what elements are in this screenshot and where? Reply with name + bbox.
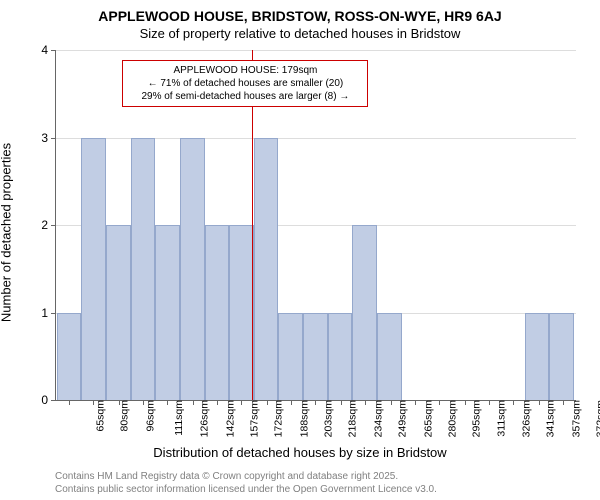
x-tick-label: 357sqm	[570, 400, 582, 437]
gridline	[56, 50, 576, 51]
y-tick	[51, 138, 56, 139]
x-tick-label: 65sqm	[94, 400, 106, 432]
x-tick-label: 188sqm	[298, 400, 310, 437]
x-tick	[217, 400, 218, 405]
bar	[525, 313, 550, 401]
x-tick	[93, 400, 94, 405]
y-tick-label: 0	[8, 393, 48, 407]
y-tick	[51, 400, 56, 401]
x-tick-label: 372sqm	[594, 400, 600, 437]
x-tick-label: 265sqm	[422, 400, 434, 437]
y-tick-label: 3	[8, 131, 48, 145]
x-tick-label: 157sqm	[248, 400, 260, 437]
x-tick-label: 326sqm	[520, 400, 532, 437]
x-tick	[539, 400, 540, 405]
x-tick-label: 172sqm	[272, 400, 284, 437]
x-tick-label: 280sqm	[446, 400, 458, 437]
x-tick	[193, 400, 194, 405]
y-tick	[51, 313, 56, 314]
y-tick	[51, 50, 56, 51]
x-tick-label: 142sqm	[224, 400, 236, 437]
bar	[254, 138, 279, 401]
x-tick-label: 126sqm	[198, 400, 210, 437]
x-tick	[415, 400, 416, 405]
x-tick	[143, 400, 144, 405]
x-tick	[241, 400, 242, 405]
bar	[377, 313, 402, 401]
x-tick	[563, 400, 564, 405]
bar	[205, 225, 230, 400]
bar	[229, 225, 254, 400]
bar	[328, 313, 353, 401]
x-tick-label: 249sqm	[396, 400, 408, 437]
y-tick-label: 2	[8, 218, 48, 232]
x-tick	[267, 400, 268, 405]
x-tick	[315, 400, 316, 405]
bar	[106, 225, 131, 400]
x-tick	[69, 400, 70, 405]
x-tick	[365, 400, 366, 405]
bar	[549, 313, 574, 401]
footer-line2: Contains public sector information licen…	[55, 484, 437, 495]
bar	[57, 313, 82, 401]
footer-line1: Contains HM Land Registry data © Crown c…	[55, 471, 398, 482]
chart-title: APPLEWOOD HOUSE, BRIDSTOW, ROSS-ON-WYE, …	[0, 8, 600, 24]
bar	[278, 313, 303, 401]
x-tick	[341, 400, 342, 405]
bar	[303, 313, 328, 401]
x-tick	[119, 400, 120, 405]
plot-area: 65sqm80sqm96sqm111sqm126sqm142sqm157sqm1…	[55, 50, 576, 401]
x-tick	[513, 400, 514, 405]
x-tick-label: 111sqm	[173, 400, 185, 436]
x-tick	[391, 400, 392, 405]
x-tick-label: 80sqm	[119, 400, 131, 432]
x-tick-label: 96sqm	[144, 400, 156, 432]
bar	[131, 138, 156, 401]
y-tick	[51, 225, 56, 226]
x-tick-label: 234sqm	[372, 400, 384, 437]
x-tick	[465, 400, 466, 405]
annotation-box: APPLEWOOD HOUSE: 179sqm ← 71% of detache…	[122, 60, 368, 107]
chart-container: APPLEWOOD HOUSE, BRIDSTOW, ROSS-ON-WYE, …	[0, 0, 600, 500]
y-tick-label: 1	[8, 306, 48, 320]
bar	[352, 225, 377, 400]
x-tick-label: 203sqm	[322, 400, 334, 437]
x-tick	[439, 400, 440, 405]
bar	[81, 138, 106, 401]
annotation-line2: ← 71% of detached houses are smaller (20…	[129, 77, 361, 90]
chart-subtitle: Size of property relative to detached ho…	[0, 26, 600, 41]
x-tick-label: 311sqm	[495, 400, 507, 437]
x-tick	[291, 400, 292, 405]
annotation-line1: APPLEWOOD HOUSE: 179sqm	[129, 64, 361, 77]
x-axis-label: Distribution of detached houses by size …	[0, 445, 600, 460]
x-tick-label: 341sqm	[545, 400, 557, 437]
x-tick	[167, 400, 168, 405]
x-tick-label: 295sqm	[471, 400, 483, 437]
x-tick-label: 218sqm	[347, 400, 359, 437]
annotation-line3: 29% of semi-detached houses are larger (…	[129, 90, 361, 103]
bar	[180, 138, 205, 401]
y-tick-label: 4	[8, 43, 48, 57]
x-tick	[489, 400, 490, 405]
bar	[155, 225, 180, 400]
